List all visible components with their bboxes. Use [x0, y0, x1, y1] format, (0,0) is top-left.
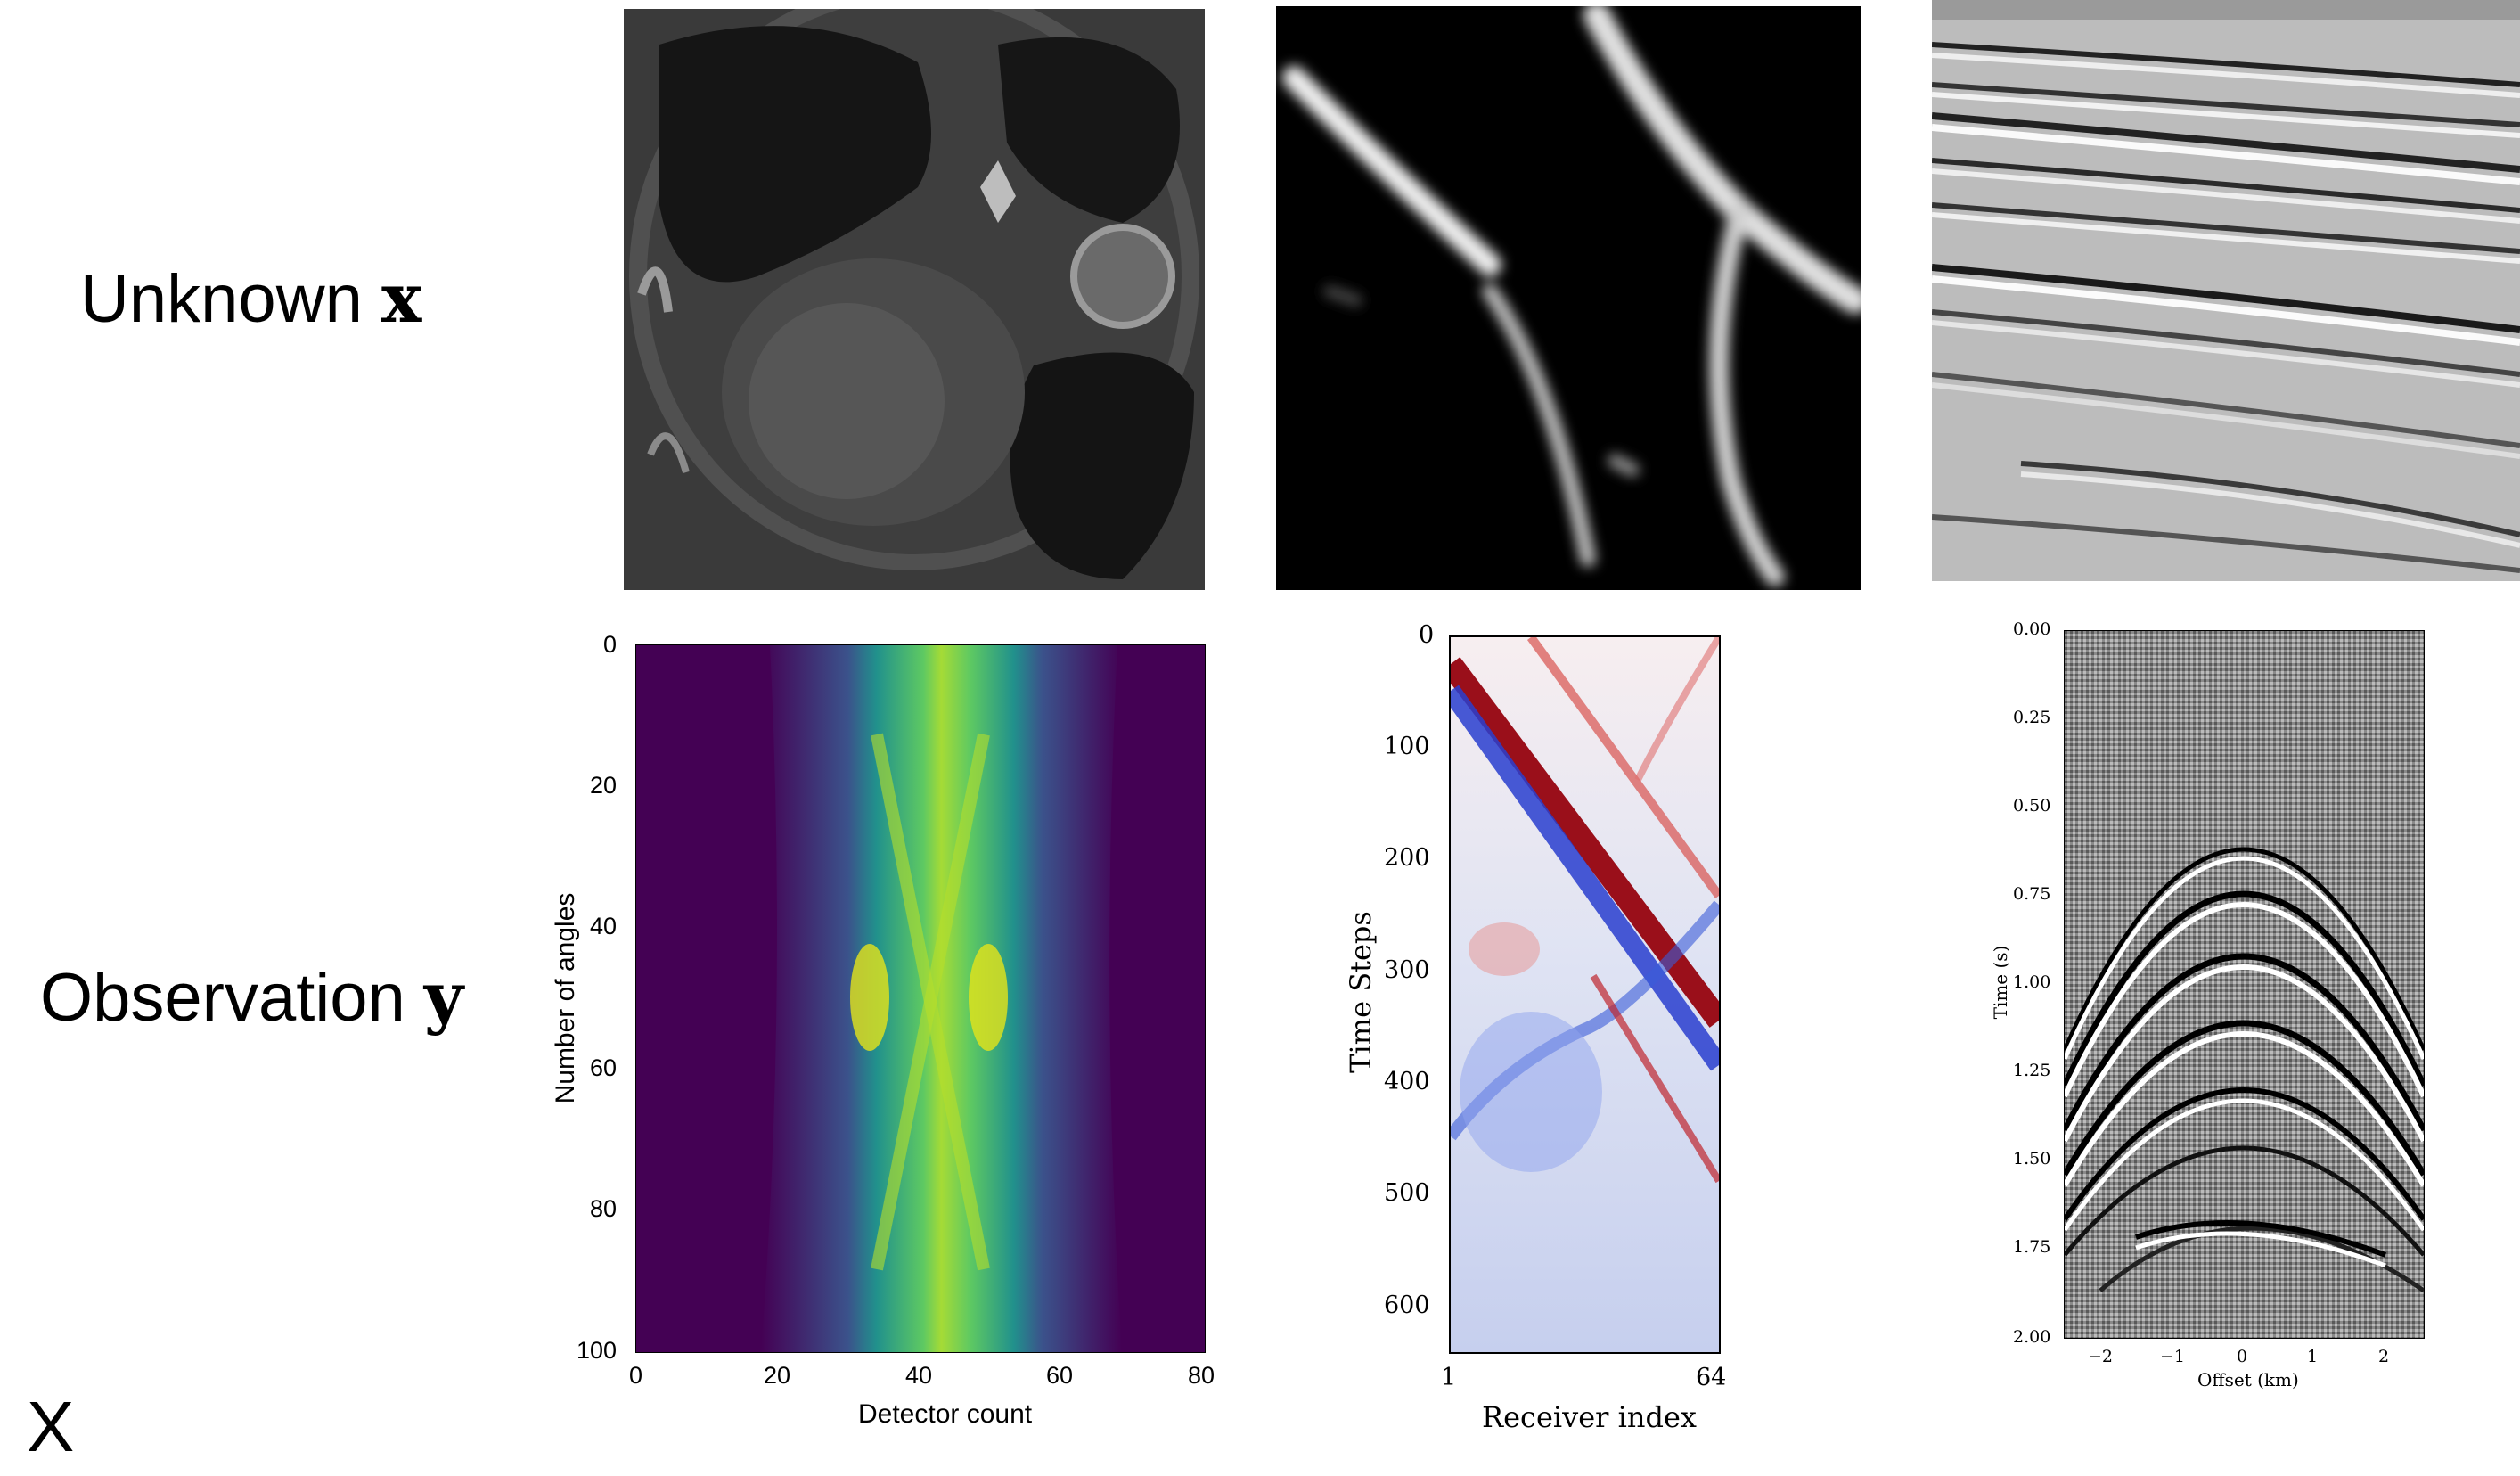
shotgather-xtick: −1 — [2160, 1347, 2186, 1366]
shotgather-ytick: 0.50 — [2013, 796, 2051, 816]
timesteps-xtick: 64 — [1696, 1364, 1727, 1391]
shotgather-ytick: 1.50 — [2013, 1149, 2051, 1168]
shotgather-ytick: 0.25 — [2013, 708, 2051, 727]
observation-text: Observation — [40, 960, 424, 1036]
observation-var: y — [423, 957, 464, 1037]
sinogram-ytick: 100 — [577, 1337, 618, 1364]
shotgather-xtick: −2 — [2088, 1347, 2114, 1366]
sinogram-xtick: 40 — [905, 1362, 933, 1389]
ct-scan-image — [624, 9, 1205, 590]
timesteps-ytick: 100 — [1384, 733, 1430, 760]
timesteps-ytick: 500 — [1384, 1179, 1430, 1207]
sinogram-ylabel: Number of angles — [551, 892, 580, 1104]
shotgather-xtick: 2 — [2378, 1347, 2390, 1366]
shotgather-xlabel: Offset (km) — [2197, 1369, 2299, 1390]
receiver-timesteps-plot — [1449, 636, 1721, 1354]
timesteps-ytick: 600 — [1384, 1292, 1430, 1319]
shotgather-ylabel: Time (s) — [1990, 945, 2011, 1020]
shotgather-ytick: 0.00 — [2013, 619, 2051, 639]
timesteps-xlabel: Receiver index — [1482, 1400, 1697, 1434]
unknown-var: x — [380, 258, 422, 338]
sinogram-ytick: 20 — [590, 772, 618, 799]
seismic-velocity-image — [1932, 0, 2520, 581]
shotgather-ytick: 2.00 — [2013, 1327, 2051, 1347]
observation-y-label: Observation y — [40, 957, 463, 1037]
timesteps-ytick: 300 — [1384, 956, 1430, 984]
shotgather-xtick: 0 — [2237, 1347, 2248, 1366]
sinogram-xtick: 80 — [1188, 1362, 1215, 1389]
timesteps-ytick: 200 — [1384, 844, 1430, 872]
unknown-x-label: Unknown x — [80, 258, 421, 338]
shotgather-ytick: 1.00 — [2013, 972, 2051, 992]
sinogram-xtick: 20 — [764, 1362, 791, 1389]
shotgather-ytick: 1.25 — [2013, 1061, 2051, 1080]
timesteps-ylabel: Time Steps — [1344, 911, 1378, 1073]
sinogram-ytick: 60 — [590, 1054, 618, 1081]
sinogram-ytick: 40 — [590, 913, 618, 939]
unknown-text: Unknown — [80, 261, 381, 337]
corner-mark: X — [27, 1387, 75, 1466]
sinogram-xtick: 0 — [629, 1362, 643, 1389]
shotgather-xtick: 1 — [2307, 1347, 2319, 1366]
timesteps-ytick: 0 — [1419, 621, 1435, 649]
sinogram-ytick: 0 — [603, 631, 618, 658]
shot-gather-plot — [2064, 630, 2425, 1339]
sinogram-ytick: 80 — [590, 1195, 618, 1222]
shotgather-ytick: 0.75 — [2013, 884, 2051, 904]
vessel-image — [1276, 6, 1861, 590]
sinogram-xlabel: Detector count — [858, 1399, 1033, 1429]
timesteps-ytick: 400 — [1384, 1068, 1430, 1095]
sinogram-plot — [635, 644, 1206, 1353]
shotgather-ytick: 1.75 — [2013, 1237, 2051, 1257]
timesteps-xtick: 1 — [1441, 1364, 1457, 1391]
sinogram-xtick: 60 — [1046, 1362, 1074, 1389]
